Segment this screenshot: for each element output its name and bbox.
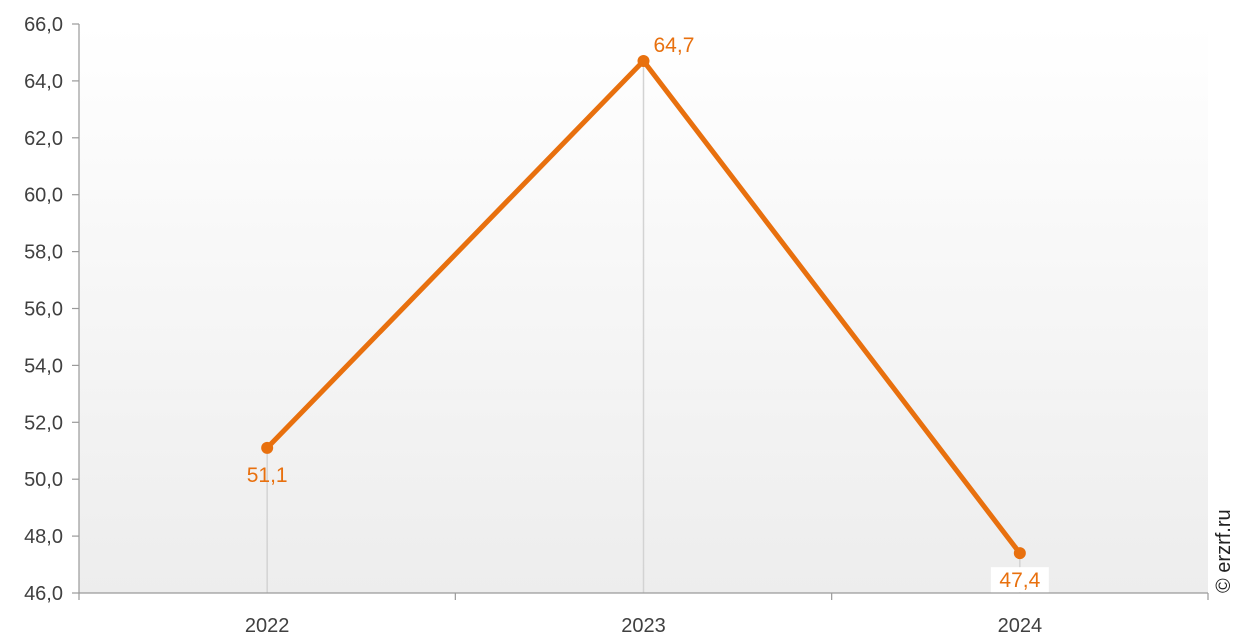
data-label-background <box>990 567 1049 593</box>
data-labels: 51,1 64,7 47,4 <box>247 34 1049 593</box>
x-tick-label: 2023 <box>621 615 666 633</box>
y-tick-label: 64,0 <box>24 71 63 93</box>
y-tick-label: 58,0 <box>24 242 63 264</box>
data-point <box>261 441 274 454</box>
data-point <box>637 54 650 67</box>
x-tick-label: 2024 <box>998 615 1043 633</box>
data-label: 51,1 <box>247 464 288 487</box>
y-tick-label: 52,0 <box>24 412 63 434</box>
y-tick-label: 62,0 <box>24 128 63 150</box>
y-tick-label: 50,0 <box>24 469 63 491</box>
data-point <box>1013 547 1026 560</box>
y-tick-label: 56,0 <box>24 299 63 321</box>
y-axis-ticks: 46,0 48,0 50,0 52,0 54,0 56,0 58,0 60,0 62,0 64,0… <box>24 14 79 605</box>
y-tick-label: 54,0 <box>24 355 63 377</box>
series-group <box>261 54 1026 560</box>
data-label: 64,7 <box>654 34 695 57</box>
x-axis-ticks: 2022 2023 2024 <box>78 593 1209 633</box>
y-tick-label: 66,0 <box>24 14 63 36</box>
data-label: 47,4 <box>999 569 1040 592</box>
watermark: © erzrf.ru <box>1213 509 1234 593</box>
y-tick-label: 60,0 <box>24 185 63 207</box>
y-tick-label: 46,0 <box>24 583 63 605</box>
y-tick-label: 48,0 <box>24 526 63 548</box>
x-tick-label: 2022 <box>245 615 290 633</box>
